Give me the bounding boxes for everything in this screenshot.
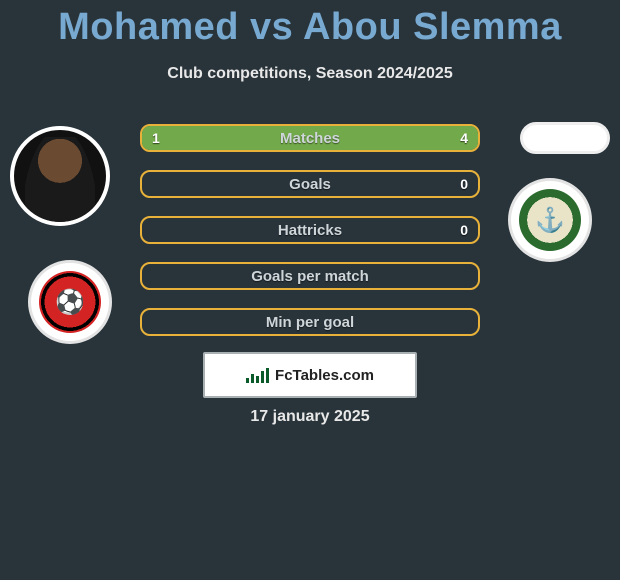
stat-bar: Hattricks0 (140, 216, 480, 244)
stat-label: Min per goal (142, 314, 478, 331)
page-subtitle: Club competitions, Season 2024/2025 (0, 65, 620, 83)
stat-bar: Goals0 (140, 170, 480, 198)
stat-label: Hattricks (142, 222, 478, 239)
player-avatar-left (10, 126, 110, 226)
stat-value-right: 0 (460, 176, 468, 192)
stat-bar: Min per goal (140, 308, 480, 336)
stats-bars: Matches14Goals0Hattricks0Goals per match… (140, 124, 480, 354)
stat-bar: Matches1 4 (140, 124, 480, 152)
stat-label: Goals (142, 176, 478, 193)
stat-bar: Goals per match (140, 262, 480, 290)
stat-value-left: 1 (152, 130, 160, 146)
brand-box[interactable]: FcTables.com (203, 352, 417, 398)
stat-value-right: 4 (460, 130, 468, 146)
chart-icon (246, 367, 269, 383)
date-label: 17 january 2025 (0, 408, 620, 426)
brand-label: FcTables.com (275, 367, 374, 384)
club-badge-right: ⚓ (508, 178, 592, 262)
stat-value-right: 0 (460, 222, 468, 238)
club-badge-left: ⚽ (28, 260, 112, 344)
stat-label: Goals per match (142, 268, 478, 285)
stat-label: Matches (142, 130, 478, 147)
team-pill-right (520, 122, 610, 154)
page-title: Mohamed vs Abou Slemma (0, 0, 620, 49)
